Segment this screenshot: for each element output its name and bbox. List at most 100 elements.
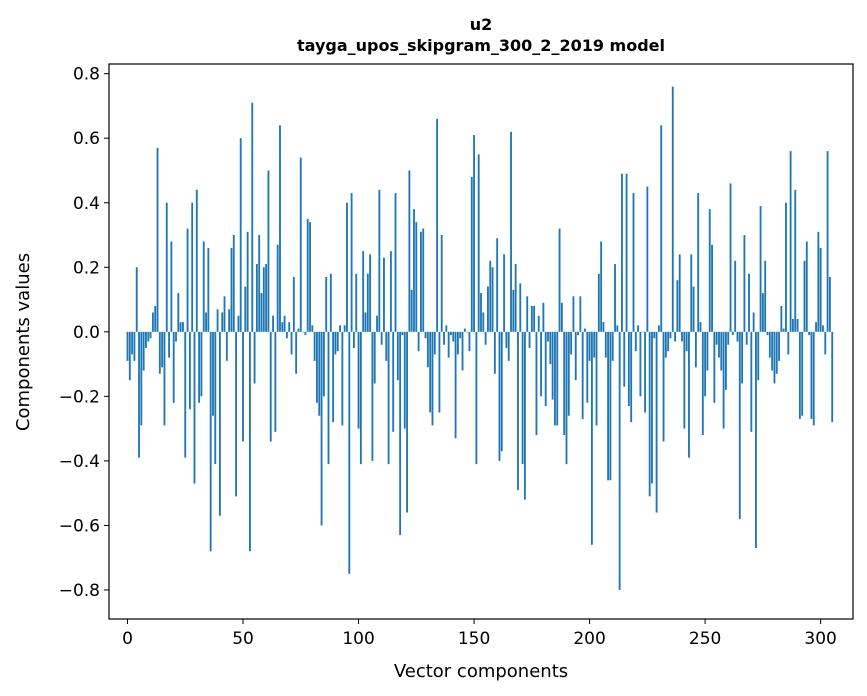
bar — [773, 331, 776, 384]
bar — [186, 228, 189, 332]
bar — [704, 331, 707, 397]
bar — [165, 202, 168, 332]
bar — [634, 331, 637, 352]
bar — [738, 331, 741, 519]
bar — [436, 118, 439, 332]
bar — [808, 331, 811, 336]
bar — [600, 241, 603, 332]
bar — [191, 202, 194, 332]
bar — [325, 276, 328, 332]
bar — [403, 331, 406, 429]
y-tick-label: −0.4 — [59, 452, 100, 472]
bar — [805, 241, 808, 332]
bar — [387, 331, 390, 465]
bar — [290, 331, 293, 355]
x-tick-label: 50 — [232, 629, 254, 649]
y-axis-label: Components values — [13, 253, 34, 431]
bar — [761, 293, 764, 332]
x-tick-label: 150 — [458, 629, 490, 649]
bar — [378, 189, 381, 332]
bar — [484, 331, 487, 345]
bar — [413, 209, 415, 332]
bar — [748, 273, 750, 332]
bar — [193, 331, 196, 484]
bar — [265, 264, 268, 332]
bar — [593, 331, 596, 358]
bar — [237, 315, 240, 332]
bar — [549, 331, 552, 365]
bar — [327, 331, 330, 465]
bar — [346, 202, 348, 332]
bar — [547, 331, 549, 342]
bar — [595, 331, 598, 426]
bar — [426, 331, 429, 368]
bar — [246, 231, 249, 332]
bar — [470, 176, 473, 332]
bar — [697, 193, 700, 332]
bar — [288, 322, 291, 332]
bar — [731, 331, 734, 336]
bar — [149, 331, 152, 339]
bar — [660, 125, 663, 332]
bar — [491, 267, 494, 332]
bar — [632, 193, 635, 332]
bar — [521, 331, 524, 465]
bar — [759, 205, 762, 332]
bar — [540, 331, 542, 397]
bar — [482, 312, 485, 332]
bar — [244, 286, 247, 332]
bar — [255, 264, 258, 332]
bar — [625, 173, 628, 332]
bar — [584, 328, 586, 332]
bar — [357, 331, 360, 429]
bar — [720, 331, 723, 371]
bar — [535, 331, 538, 436]
bar — [621, 173, 623, 332]
bar — [221, 312, 224, 332]
bar — [657, 325, 660, 332]
bar — [422, 228, 425, 332]
bar — [318, 331, 321, 416]
bar — [669, 331, 672, 339]
bar — [225, 331, 228, 361]
bar — [214, 331, 217, 465]
bar — [147, 331, 150, 342]
bar — [528, 331, 531, 348]
bar — [530, 306, 533, 332]
bar — [715, 331, 718, 345]
bar — [184, 331, 187, 458]
bar — [267, 170, 270, 332]
x-tick-label: 200 — [573, 629, 605, 649]
bar — [253, 331, 256, 384]
bar — [498, 331, 501, 461]
bar — [311, 325, 314, 332]
bar — [306, 218, 309, 332]
bar — [262, 267, 265, 332]
bar — [182, 322, 184, 332]
bar — [796, 318, 799, 332]
bar — [274, 331, 277, 432]
bar — [322, 331, 325, 397]
bar — [503, 254, 506, 332]
bar — [477, 154, 480, 332]
bar — [362, 251, 365, 332]
y-axis-ticks: −0.8 −0.6 −0.4 −0.2 0.0 0.2 0.4 0.6 0.8 — [59, 65, 109, 601]
bar — [570, 331, 573, 355]
bar — [131, 331, 134, 355]
bar — [373, 331, 376, 384]
bar — [551, 331, 554, 400]
x-tick-label: 300 — [804, 629, 836, 649]
x-tick-label: 100 — [342, 629, 374, 649]
bar — [778, 331, 780, 361]
bar — [692, 286, 695, 332]
bar — [438, 331, 441, 413]
bar — [198, 331, 201, 403]
bar — [514, 264, 517, 332]
bar — [239, 138, 242, 332]
bar — [507, 331, 510, 361]
chart-title: u2 — [470, 15, 493, 34]
bar — [334, 331, 337, 355]
y-tick-label: 0.4 — [73, 194, 100, 214]
bar — [410, 289, 413, 332]
bar — [454, 331, 457, 439]
